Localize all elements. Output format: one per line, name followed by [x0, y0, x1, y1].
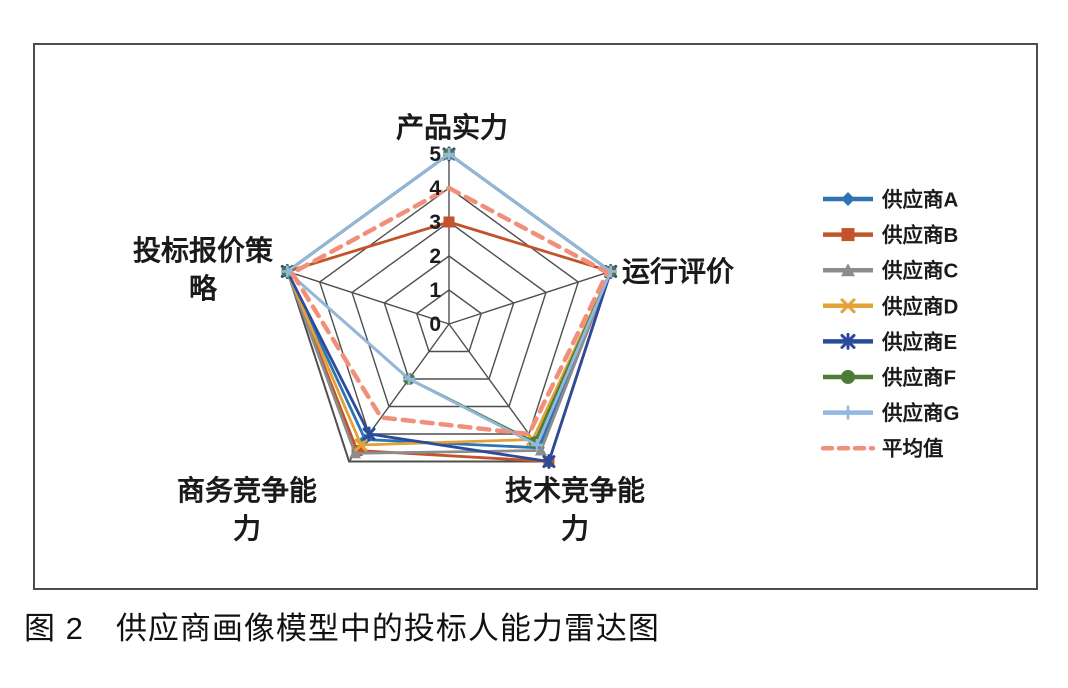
grid-ring-2	[383, 255, 515, 380]
series-7-point-3	[530, 439, 543, 452]
axis-label-3-line1: 技术竞争能	[505, 474, 645, 506]
series-2-line	[285, 220, 613, 463]
series-3-point-4	[349, 447, 362, 459]
legend-label-3: 供应商C	[881, 259, 958, 283]
series-7-point-5	[281, 265, 294, 278]
grid-ring-4	[318, 187, 580, 435]
legend-marker-3	[841, 263, 855, 277]
legend-label-4: 供应商D	[881, 294, 958, 318]
axis-label-5-line1: 投标报价策	[133, 234, 273, 266]
legend-marker-7	[841, 405, 855, 420]
grid-ring-1	[415, 289, 483, 353]
figure-caption: 图 2 供应商画像模型中的投标人能力雷达图	[24, 611, 660, 646]
legend-label-6: 供应商F	[881, 366, 956, 390]
axis-spoke-2	[448, 270, 611, 325]
tick-label-5: 5	[429, 143, 441, 166]
axis-label-5-line2: 略	[189, 273, 218, 304]
legend-label-2: 供应商B	[881, 223, 958, 247]
axis-spoke-5	[287, 270, 450, 325]
series-2-point-1	[443, 216, 455, 228]
legend-label-7: 供应商G	[881, 401, 959, 425]
series-3-point-3	[534, 444, 547, 456]
axis-label-4-line2: 力	[233, 513, 261, 544]
axis-label-2: 运行评价	[622, 255, 735, 287]
series-7-point-1	[443, 148, 455, 160]
series-8-line	[289, 185, 610, 437]
axis-label-3-line2: 力	[561, 513, 589, 544]
series-7-line	[285, 152, 613, 447]
legend-marker-5	[840, 332, 856, 350]
tick-label-2: 2	[429, 245, 441, 268]
series-5-point-3	[542, 454, 556, 470]
legend-label-1: 供应商A	[881, 188, 958, 212]
chart-frame: 0 1 2 3 4 5 产品实力运行评价技术竞争能力 商务竞争能力 投标报价策略 供应商A 供应商B…	[33, 43, 1038, 590]
legend-marker-4	[840, 298, 856, 314]
grid-ring-3	[351, 221, 547, 408]
series-5-point-4	[362, 426, 376, 442]
series-7-point-4	[403, 373, 416, 386]
legend-marker-6	[841, 370, 855, 384]
axis-label-1: 产品实力	[396, 111, 508, 143]
tick-label-3: 3	[429, 211, 441, 234]
tick-label-4: 4	[429, 177, 441, 200]
tick-label-1: 1	[429, 279, 441, 302]
legend-label-8: 平均值	[882, 437, 944, 461]
series-4-point-4	[354, 438, 368, 452]
legend-label-5: 供应商E	[881, 330, 957, 354]
legend-marker-2	[841, 228, 855, 242]
tick-label-0: 0	[429, 313, 441, 336]
legend-marker-1	[841, 192, 855, 206]
axis-label-4-line1: 商务竞争能	[177, 474, 317, 506]
